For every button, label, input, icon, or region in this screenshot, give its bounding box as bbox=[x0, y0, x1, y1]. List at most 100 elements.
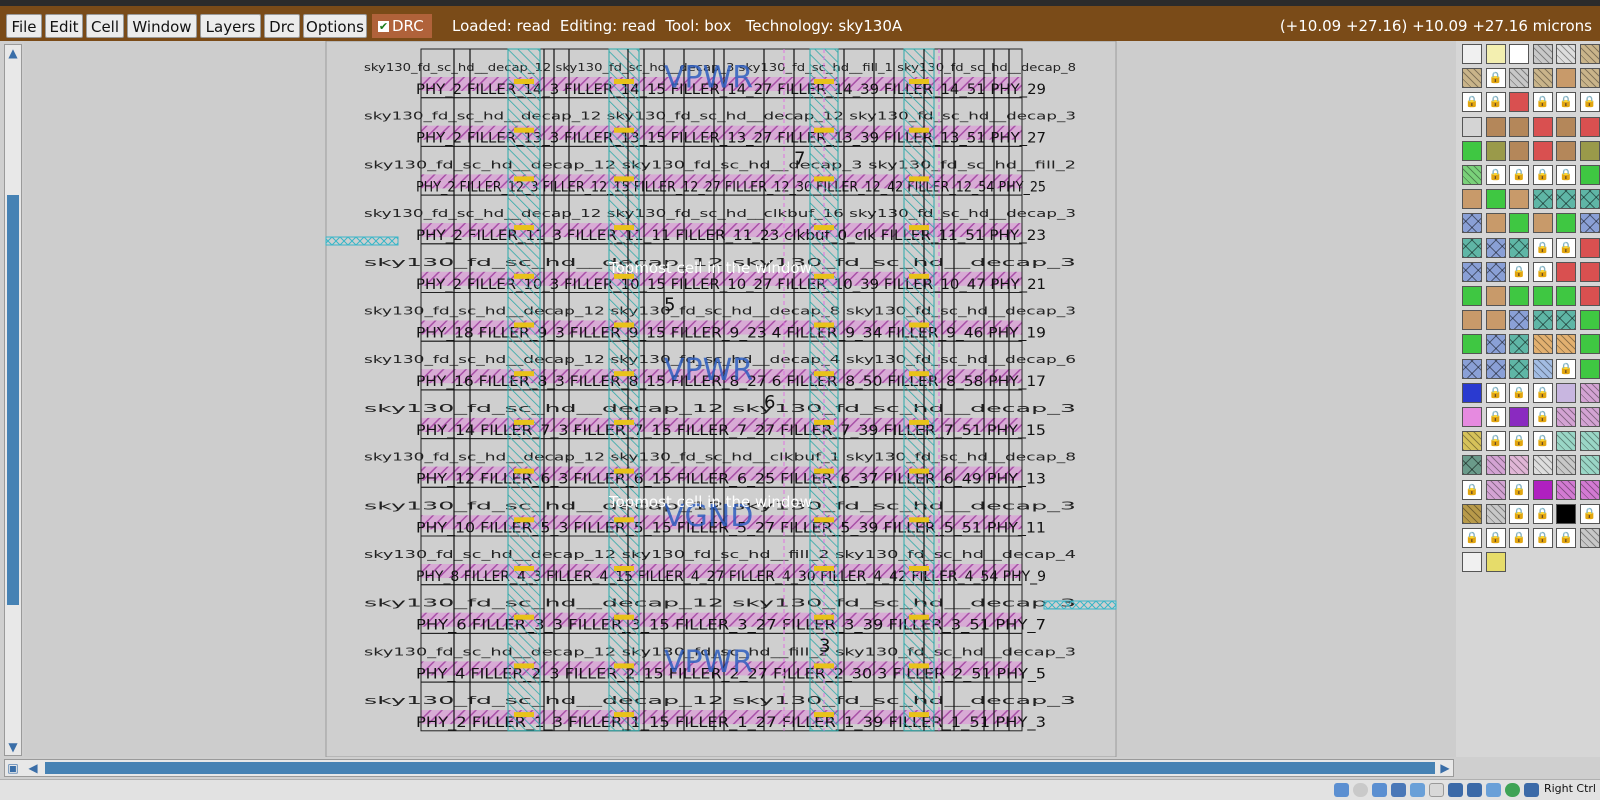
lock-icon[interactable]: 🔒 bbox=[1509, 165, 1529, 185]
layer-swatch[interactable] bbox=[1509, 237, 1529, 258]
lock-icon[interactable]: 🔒 bbox=[1462, 528, 1482, 548]
lock-icon[interactable]: 🔒 bbox=[1485, 528, 1506, 548]
lock-icon[interactable]: 🔒 bbox=[1485, 92, 1506, 113]
lock-icon[interactable]: 🔒 bbox=[1532, 261, 1553, 282]
cell-row[interactable]: sky130_fd_sc_hd__decap_12 sky130_fd_sc_h… bbox=[364, 438, 1076, 488]
layer-swatch[interactable] bbox=[1556, 382, 1576, 403]
layer-swatch[interactable] bbox=[1485, 140, 1506, 161]
layer-swatch[interactable] bbox=[1579, 431, 1600, 452]
layer-swatch[interactable] bbox=[1485, 116, 1506, 137]
menu-edit[interactable]: Edit bbox=[45, 14, 83, 38]
layer-swatch[interactable] bbox=[1462, 358, 1482, 379]
layer-swatch[interactable] bbox=[1579, 68, 1600, 89]
layer-swatch[interactable] bbox=[1579, 310, 1600, 331]
layer-swatch[interactable] bbox=[1532, 334, 1553, 355]
layer-swatch[interactable] bbox=[1509, 140, 1529, 161]
scroll-down-arrow-icon[interactable]: ▼ bbox=[5, 739, 21, 755]
menu-layers[interactable]: Layers bbox=[200, 14, 261, 38]
layer-swatch[interactable] bbox=[1485, 358, 1506, 379]
layer-swatch[interactable] bbox=[1462, 431, 1482, 452]
lock-icon[interactable]: 🔒 bbox=[1532, 407, 1553, 427]
layer-swatch[interactable] bbox=[1556, 116, 1576, 137]
layer-swatch[interactable] bbox=[1485, 237, 1506, 258]
layer-swatch[interactable] bbox=[1532, 189, 1553, 210]
lock-icon[interactable]: 🔒 bbox=[1509, 479, 1529, 500]
lock-icon[interactable]: 🔒 bbox=[1532, 92, 1553, 113]
layer-swatch[interactable] bbox=[1556, 44, 1576, 64]
layer-swatch[interactable] bbox=[1462, 261, 1482, 282]
cell-row[interactable]: sky130_fd_sc_hd__decap_12 sky130_fd_sc_h… bbox=[364, 535, 1076, 586]
layer-swatch[interactable] bbox=[1556, 140, 1576, 161]
lock-icon[interactable]: 🔒 bbox=[1532, 503, 1553, 524]
scroll-right-arrow-icon[interactable]: ▶ bbox=[1437, 760, 1453, 776]
layer-swatch[interactable] bbox=[1556, 503, 1576, 524]
lock-icon[interactable]: 🔒 bbox=[1509, 261, 1529, 282]
layer-swatch[interactable] bbox=[1532, 286, 1553, 306]
layer-swatch[interactable] bbox=[1579, 528, 1600, 548]
layer-swatch[interactable] bbox=[1462, 382, 1482, 403]
layer-swatch[interactable] bbox=[1556, 261, 1576, 282]
layer-swatch[interactable] bbox=[1579, 116, 1600, 137]
layer-swatch[interactable] bbox=[1532, 68, 1553, 89]
layer-swatch[interactable] bbox=[1532, 358, 1553, 379]
menu-file[interactable]: File bbox=[6, 14, 42, 38]
layer-swatch[interactable] bbox=[1509, 455, 1529, 476]
lock-icon[interactable]: 🔒 bbox=[1556, 92, 1576, 113]
lock-icon[interactable]: 🔒 bbox=[1485, 382, 1506, 403]
layer-swatch[interactable] bbox=[1462, 189, 1482, 210]
lock-icon[interactable]: 🔒 bbox=[1485, 165, 1506, 185]
layer-swatch[interactable] bbox=[1579, 479, 1600, 500]
layer-palette[interactable]: 🔒 🔒 🔒 🔒 🔒 🔒 🔒 🔒 🔒 🔒 🔒 🔒 🔒 🔒 🔒 🔒 🔒 🔒 🔒 🔒 🔒 🔒 🔒 🔒 🔒 🔒 🔒 🔒 🔒 🔒 🔒 🔒 🔒 bbox=[1456, 41, 1600, 757]
lock-icon[interactable]: 🔒 bbox=[1556, 237, 1576, 258]
layer-swatch[interactable] bbox=[1485, 455, 1506, 476]
cell-row[interactable]: sky130_fd_sc_hd__decap_12 sky130_fd_sc_h… bbox=[364, 194, 1076, 245]
layer-swatch[interactable] bbox=[1579, 213, 1600, 234]
horizontal-scroll-thumb[interactable] bbox=[45, 762, 1435, 774]
layer-swatch[interactable] bbox=[1532, 140, 1553, 161]
menu-options[interactable]: Options bbox=[303, 14, 367, 38]
scroll-left-arrow-icon[interactable]: ◀ bbox=[25, 760, 41, 776]
layer-swatch[interactable] bbox=[1556, 455, 1576, 476]
layer-swatch[interactable] bbox=[1532, 116, 1553, 137]
cell-row[interactable]: sky130_fd_sc_hd__decap_12 sky130_fd_sc_h… bbox=[364, 632, 1076, 683]
layer-swatch[interactable] bbox=[1509, 334, 1529, 355]
layer-swatch[interactable] bbox=[1485, 286, 1506, 306]
layer-swatch[interactable] bbox=[1509, 44, 1529, 64]
layer-swatch[interactable] bbox=[1509, 358, 1529, 379]
layer-swatch[interactable] bbox=[1462, 140, 1482, 161]
layer-swatch[interactable] bbox=[1556, 213, 1576, 234]
layer-swatch[interactable] bbox=[1532, 479, 1553, 500]
layer-swatch[interactable] bbox=[1579, 334, 1600, 355]
cell-row[interactable]: sky130_fd_sc_hd__decap_12 sky130_fd_sc_h… bbox=[364, 97, 1076, 147]
layer-swatch[interactable] bbox=[1579, 455, 1600, 476]
layout-drawing[interactable]: sky130_fd_sc_hd__decap_12 sky130_fd_sc_h… bbox=[24, 41, 1456, 757]
layer-swatch[interactable] bbox=[1556, 431, 1576, 452]
zoom-box-icon[interactable]: ▣ bbox=[5, 760, 21, 776]
cell-row[interactable]: sky130_fd_sc_hd__decap_12 sky130_fd_sc_h… bbox=[364, 48, 1076, 99]
lock-icon[interactable]: 🔒 bbox=[1485, 431, 1506, 452]
layer-swatch[interactable] bbox=[1579, 358, 1600, 379]
cell-row[interactable]: sky130_fd_sc_hd__decap_12 sky130_fd_sc_h… bbox=[364, 243, 1076, 294]
layer-swatch[interactable] bbox=[1509, 213, 1529, 234]
horizontal-scrollbar[interactable]: ◀ ▣ ▶ bbox=[4, 759, 1454, 777]
layer-swatch[interactable] bbox=[1485, 310, 1506, 331]
layer-swatch[interactable] bbox=[1556, 189, 1576, 210]
layer-swatch[interactable] bbox=[1579, 237, 1600, 258]
lock-icon[interactable]: 🔒 bbox=[1485, 68, 1506, 89]
layer-swatch[interactable] bbox=[1509, 116, 1529, 137]
cell-row[interactable]: sky130_fd_sc_hd__decap_12 sky130_fd_sc_h… bbox=[364, 340, 1076, 391]
layer-swatch[interactable] bbox=[1485, 334, 1506, 355]
layer-swatch[interactable] bbox=[1462, 552, 1482, 573]
layer-swatch[interactable] bbox=[1462, 334, 1482, 355]
layer-swatch[interactable] bbox=[1509, 92, 1529, 113]
layer-swatch[interactable] bbox=[1509, 310, 1529, 331]
layer-swatch[interactable] bbox=[1579, 261, 1600, 282]
layer-swatch[interactable] bbox=[1462, 237, 1482, 258]
layer-swatch[interactable] bbox=[1462, 503, 1482, 524]
layer-swatch[interactable] bbox=[1556, 310, 1576, 331]
layer-swatch[interactable] bbox=[1462, 455, 1482, 476]
layer-swatch[interactable] bbox=[1462, 286, 1482, 306]
lock-icon[interactable]: 🔒 bbox=[1532, 237, 1553, 258]
layer-swatch[interactable] bbox=[1532, 213, 1553, 234]
lock-icon[interactable]: 🔒 bbox=[1556, 165, 1576, 185]
